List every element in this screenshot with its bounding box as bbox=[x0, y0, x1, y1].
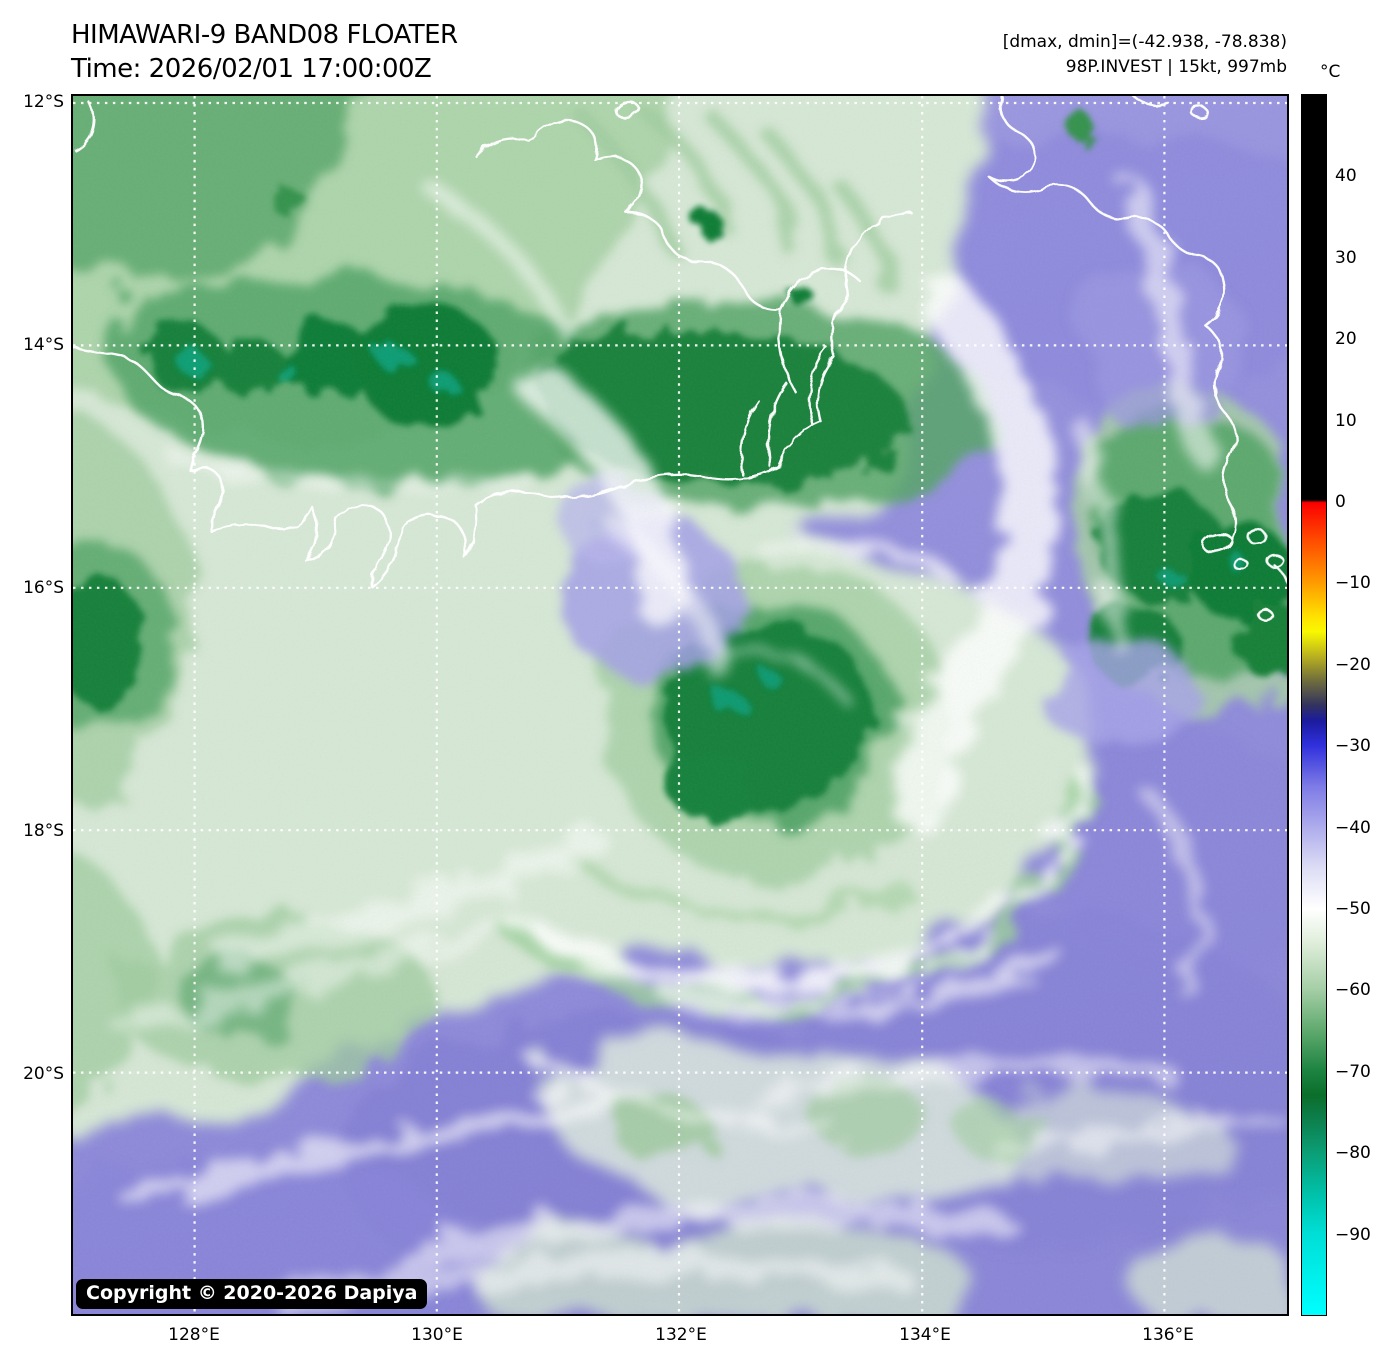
satellite-image bbox=[73, 96, 1287, 1314]
lat-tick-label: 16°S bbox=[23, 578, 64, 598]
storm-info: 98P.INVEST | 15kt, 997mb bbox=[1065, 57, 1287, 77]
timestamp: Time: 2026/02/01 17:00:00Z bbox=[71, 54, 432, 84]
colorbar-tick-label: −60 bbox=[1335, 980, 1371, 1000]
colorbar-tick-label: 40 bbox=[1335, 166, 1357, 186]
copyright-badge: Copyright © 2020-2026 Dapiya bbox=[76, 1279, 428, 1309]
lon-tick-label: 136°E bbox=[1142, 1325, 1194, 1345]
header: HIMAWARI-9 BAND08 FLOATER Time: 2026/02/… bbox=[71, 18, 458, 86]
colorbar-tick-label: −70 bbox=[1335, 1062, 1371, 1082]
colorbar-tick-label: −20 bbox=[1335, 655, 1371, 675]
colorbar-tick-label: −10 bbox=[1335, 573, 1371, 593]
colorbar-tick-label: 10 bbox=[1335, 411, 1357, 431]
dmax-dmin-readout: [dmax, dmin]=(-42.938, -78.838) bbox=[1002, 32, 1287, 52]
lat-tick-label: 12°S bbox=[23, 92, 64, 112]
colorbar-tick-label: −30 bbox=[1335, 736, 1371, 756]
page-title: HIMAWARI-9 BAND08 FLOATER bbox=[71, 20, 458, 50]
colorbar-tick-label: 20 bbox=[1335, 329, 1357, 349]
colorbar-tick-label: −50 bbox=[1335, 899, 1371, 919]
colorbar-unit-label: °C bbox=[1320, 62, 1341, 82]
lon-tick-label: 132°E bbox=[655, 1325, 707, 1345]
lat-tick-label: 18°S bbox=[23, 821, 64, 841]
lon-tick-label: 128°E bbox=[168, 1325, 220, 1345]
lon-tick-label: 130°E bbox=[411, 1325, 463, 1345]
coastline bbox=[73, 96, 1287, 621]
lon-tick-label: 134°E bbox=[899, 1325, 951, 1345]
colorbar-tick-label: −40 bbox=[1335, 818, 1371, 838]
annotations: [dmax, dmin]=(-42.938, -78.838) 98P.INVE… bbox=[1003, 30, 1287, 80]
colorbar-tick-label: −80 bbox=[1335, 1143, 1371, 1163]
graticule-gridlines bbox=[73, 96, 1287, 1314]
lat-tick-label: 20°S bbox=[23, 1064, 64, 1084]
colorbar-gradient bbox=[1301, 94, 1327, 1316]
colorbar-tick-label: −90 bbox=[1335, 1225, 1371, 1245]
lat-tick-label: 14°S bbox=[23, 335, 64, 355]
satellite-map: Copyright © 2020-2026 Dapiya bbox=[71, 94, 1289, 1316]
colorbar-tick-label: 30 bbox=[1335, 248, 1357, 268]
colorbar-tick-label: 0 bbox=[1335, 492, 1346, 512]
